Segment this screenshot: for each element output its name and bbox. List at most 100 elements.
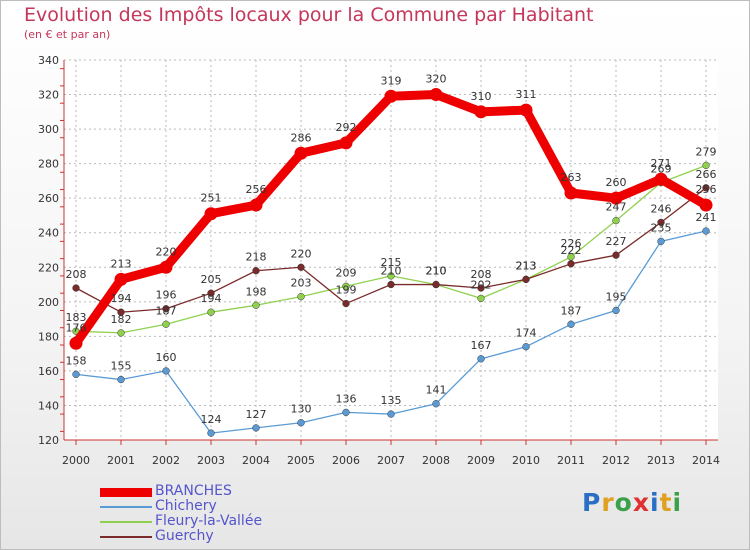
data-point: [114, 272, 128, 286]
data-label: 213: [516, 259, 537, 272]
data-label: 183: [66, 311, 87, 324]
logo-letter: r: [601, 488, 615, 517]
y-tick-label: 320: [38, 89, 59, 102]
data-point: [294, 146, 308, 160]
x-tick-label: 2007: [377, 454, 405, 467]
data-point: [612, 306, 620, 315]
data-label: 182: [111, 313, 132, 326]
data-point: [564, 186, 578, 200]
y-tick-label: 300: [38, 123, 59, 136]
legend-item: Chichery: [100, 499, 360, 514]
data-point: [384, 89, 398, 103]
data-point: [567, 260, 575, 268]
data-labels: 176 213 220 251 256 286 292 319 320 310 311 263 260 2…: [66, 73, 717, 427]
data-point: [69, 336, 83, 350]
data-point: [432, 280, 440, 289]
data-point: [477, 294, 485, 303]
data-label: 194: [201, 292, 222, 305]
axes: 120 140 160 180 200 220 240 260 280 300 320 340 2000…: [38, 54, 720, 467]
data-label: 222: [561, 244, 582, 257]
data-point: [702, 227, 710, 235]
legend-label: Chichery: [155, 498, 217, 514]
data-label: 198: [246, 285, 267, 298]
data-label: 260: [606, 176, 627, 189]
data-label: 176: [66, 321, 87, 334]
chart-title: Evolution des Impôts locaux pour la Comm…: [24, 4, 594, 26]
x-tick-label: 2010: [512, 454, 540, 467]
x-tick-label: 2011: [557, 454, 585, 467]
data-point: [342, 299, 350, 308]
data-point: [297, 263, 305, 271]
x-tick-label: 2004: [242, 454, 270, 467]
data-label: 208: [471, 268, 492, 281]
logo-letter: t: [659, 488, 673, 517]
y-tick-label: 160: [38, 365, 59, 378]
data-point: [477, 355, 485, 363]
x-tick-label: 2009: [467, 454, 495, 467]
data-point: [654, 172, 668, 186]
x-tick-label: 2002: [152, 454, 180, 467]
data-label: 215: [381, 256, 402, 269]
data-label: 246: [651, 202, 672, 215]
data-point: [657, 237, 665, 246]
data-label: 226: [561, 237, 582, 250]
data-point: [342, 282, 350, 290]
data-point: [72, 284, 80, 292]
x-tick-label: 2014: [692, 454, 720, 467]
data-label: 167: [471, 339, 492, 352]
data-label: 209: [336, 266, 357, 279]
data-label: 210: [426, 265, 447, 278]
data-label: 251: [201, 192, 222, 205]
data-point: [162, 320, 170, 328]
data-label: 158: [66, 354, 87, 367]
data-label: 319: [381, 74, 402, 87]
data-point: [342, 408, 350, 417]
legend-swatch: [100, 487, 152, 497]
data-point: [612, 251, 620, 259]
y-tick-label: 280: [38, 158, 59, 171]
data-point: [252, 301, 260, 309]
data-point: [387, 410, 395, 418]
data-label: 311: [516, 88, 537, 101]
legend-label: BRANCHES: [155, 483, 232, 499]
data-label: 136: [336, 392, 357, 405]
y-tick-label: 140: [38, 399, 59, 412]
x-tick-label: 2005: [287, 454, 315, 467]
data-point: [702, 161, 710, 170]
data-point: [252, 267, 260, 275]
y-tick-label: 180: [38, 330, 59, 343]
logo-letter: x: [632, 488, 650, 517]
data-point: [387, 280, 395, 289]
data-point: [117, 329, 125, 337]
x-tick-label: 2001: [107, 454, 135, 467]
data-point: [522, 275, 530, 284]
data-point: [204, 207, 218, 221]
legend-item: BRANCHES: [100, 484, 360, 499]
data-point: [162, 305, 170, 313]
data-point: [567, 320, 575, 328]
data-label: 210: [426, 265, 447, 278]
data-label: 286: [291, 131, 312, 144]
y-tick-label: 240: [38, 227, 59, 240]
data-label: 187: [561, 304, 582, 317]
data-point: [252, 424, 260, 432]
y-tick-label: 340: [38, 54, 59, 67]
data-point: [297, 292, 305, 301]
data-label: 271: [651, 157, 672, 170]
data-point: [657, 218, 665, 227]
data-label: 320: [426, 73, 447, 86]
x-tick-label: 2006: [332, 454, 360, 467]
data-label: 241: [696, 211, 717, 224]
data-point: [474, 105, 488, 119]
data-label: 292: [336, 121, 357, 134]
legend-item: Guerchy: [100, 529, 360, 544]
data-point: [117, 375, 125, 384]
series-group: [69, 88, 713, 437]
data-label: 194: [111, 292, 132, 305]
data-label: 220: [156, 245, 177, 258]
legend-swatch: [100, 521, 152, 523]
data-label: 213: [111, 257, 132, 270]
x-tick-label: 2008: [422, 454, 450, 467]
data-point: [522, 343, 530, 351]
